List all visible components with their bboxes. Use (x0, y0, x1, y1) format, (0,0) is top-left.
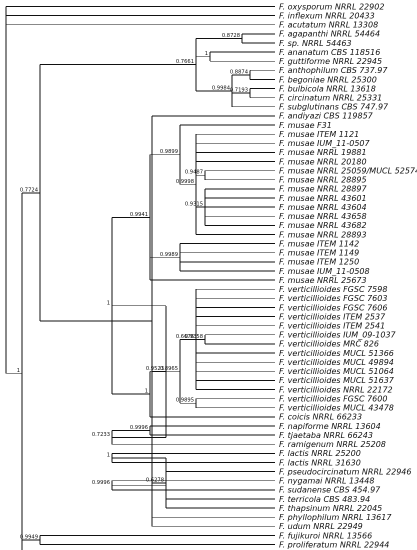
taxon-label: F. verticillioides ITEM 2541 (279, 322, 385, 331)
support-value: 1 (17, 368, 20, 374)
support-value: 0.9899 (160, 149, 178, 155)
support-value: 0.8728 (222, 33, 240, 39)
taxon-label: F. verticillioides MUCL 51064 (279, 367, 394, 376)
support-value: 0.8965 (160, 366, 178, 372)
taxon-label: F. musae IUM_11-0507 (279, 139, 371, 148)
taxon-label: F. musae NRRL 25059/MUCL 52574 (279, 166, 417, 175)
taxon-label: F. verticillioides MUCL 43478 (279, 404, 394, 413)
taxon-label: F. subglutinans CBS 747.97 (279, 103, 389, 112)
taxon-label: F. inflexum NRRL 20433 (279, 11, 375, 20)
support-value: 1 (145, 389, 148, 395)
support-value: 0.9998 (176, 179, 194, 185)
taxon-label: F. verticillioides IUM_09-1037 (279, 331, 397, 340)
support-value: 1 (107, 452, 110, 458)
taxon-label: F. begoniae NRRL 25300 (279, 75, 377, 84)
support-value: 1 (107, 300, 110, 306)
taxon-label: F. agapanthi NRRL 54464 (279, 30, 380, 39)
taxon-label: F. musae ITEM 1142 (279, 239, 359, 248)
taxon-label: F. musae ITEM 1121 (279, 130, 359, 139)
taxon-label: F. musae NRRL 43601 (279, 194, 367, 203)
taxon-label: F. oxysporum NRRL 22902 (279, 2, 384, 11)
taxon-label: F. coicis NRRL 66233 (279, 413, 362, 422)
support-value: 0.9949 (20, 535, 38, 541)
support-value: 0.9984 (212, 85, 231, 91)
support-value: 0.7724 (20, 187, 39, 193)
support-value: 0.9358 (185, 334, 203, 340)
support-value: 0.7661 (176, 59, 194, 65)
taxon-label: F. ananatum CBS 118516 (279, 48, 380, 57)
taxon-label: F. musae F31 (279, 121, 332, 130)
taxon-label: F. verticillioides NRRL 22172 (279, 385, 393, 394)
support-value: 0.9996 (92, 480, 110, 486)
taxon-label: F. guttiforme NRRL 22945 (279, 57, 382, 66)
taxon-label: F. fujikuroi NRRL 13566 (279, 531, 372, 540)
taxon-label: F. musae NRRL 20180 (279, 157, 367, 166)
support-value: 0.9996 (130, 425, 148, 431)
taxon-label: F. verticillioides MUCL 51637 (279, 376, 395, 385)
support-value: 1 (205, 51, 208, 57)
support-value: 0.7193 (230, 88, 248, 94)
taxon-label: F. lactis NRRL 31630 (279, 458, 361, 467)
taxon-label: F. verticillioides FGSC 7598 (279, 285, 387, 294)
taxon-label: F. musae NRRL 28897 (279, 185, 368, 194)
taxon-label: F. phyllophilum NRRL 13617 (279, 513, 392, 522)
taxon-label: F. musae NRRL 28893 (279, 230, 367, 239)
support-value: 0.6676 (176, 334, 194, 340)
taxon-label: F. nygamai NRRL 13448 (279, 477, 374, 486)
taxon-label: F. tjaetaba NRRL 66243 (279, 431, 373, 440)
taxon-label: F. lactis NRRL 25200 (279, 449, 361, 458)
taxon-label: F. andiyazi CBS 119857 (279, 112, 374, 121)
taxon-label: F. ramigenum NRRL 25208 (279, 440, 386, 449)
taxon-label: F. pseudocircinatum NRRL 22946 (279, 467, 411, 476)
taxon-label: F. musae NRRL 43682 (279, 221, 367, 230)
support-value: 0.9523 (146, 366, 164, 372)
taxon-label: F. musae NRRL 19881 (279, 148, 367, 157)
taxon-label: F. acutatum NRRL 13308 (279, 21, 378, 30)
taxon-label: F. thapsinum NRRL 22045 (279, 504, 382, 513)
taxon-label: F. sp. NRRL 54463 (279, 39, 352, 48)
taxon-label: F. sudanense CBS 454.97 (279, 486, 381, 495)
taxon-label: F. musae ITEM 1149 (279, 249, 359, 258)
support-value: 0.9487 (185, 170, 203, 176)
taxon-label: F. verticillioides MRC 826 (279, 340, 379, 349)
taxon-label: F. musae NRRL 43604 (279, 203, 367, 212)
taxon-label: F. anthophilum CBS 737.97 (279, 66, 388, 75)
taxon-label: F. musae NRRL 25673 (279, 276, 367, 285)
support-value: 0.9989 (160, 252, 178, 258)
support-value: 0.9941 (130, 212, 148, 218)
taxon-label: F. terricola CBS 483.94 (279, 495, 370, 504)
taxon-label: F. verticillioides ITEM 2537 (279, 312, 386, 321)
taxon-label: F. musae NRRL 28895 (279, 176, 367, 185)
taxon-label: F. verticillioides FGSC 7603 (279, 294, 387, 303)
support-value: 0.9315 (185, 202, 203, 208)
support-value: 0.7233 (92, 432, 110, 438)
taxon-label: F. verticillioides FGSC 7606 (279, 303, 387, 312)
support-value: 0.8874 (230, 69, 249, 75)
taxon-label: F. verticillioides MUCL 51366 (279, 349, 394, 358)
taxon-label: F. circinatum NRRL 25331 (279, 94, 382, 103)
taxon-label: F. musae IUM_11-0508 (279, 267, 370, 276)
taxon-label: F. musae ITEM 1250 (279, 258, 359, 267)
taxon-label: F. verticillioides MUCL 49894 (279, 358, 394, 367)
taxon-label: F. proliferatum NRRL 22944 (279, 540, 389, 549)
tree-branches (5, 6, 275, 550)
taxon-label: F. udum NRRL 22949 (279, 522, 363, 531)
taxon-label: F. napiforme NRRL 13604 (279, 422, 381, 431)
support-value: 0.9895 (176, 398, 194, 404)
taxon-label: F. musae NRRL 43658 (279, 212, 367, 221)
taxon-label: F. verticillioides FGSC 7600 (279, 394, 387, 403)
taxon-label: F. bulbicola NRRL 13618 (279, 84, 376, 93)
support-value: 0.6278 (146, 478, 164, 484)
